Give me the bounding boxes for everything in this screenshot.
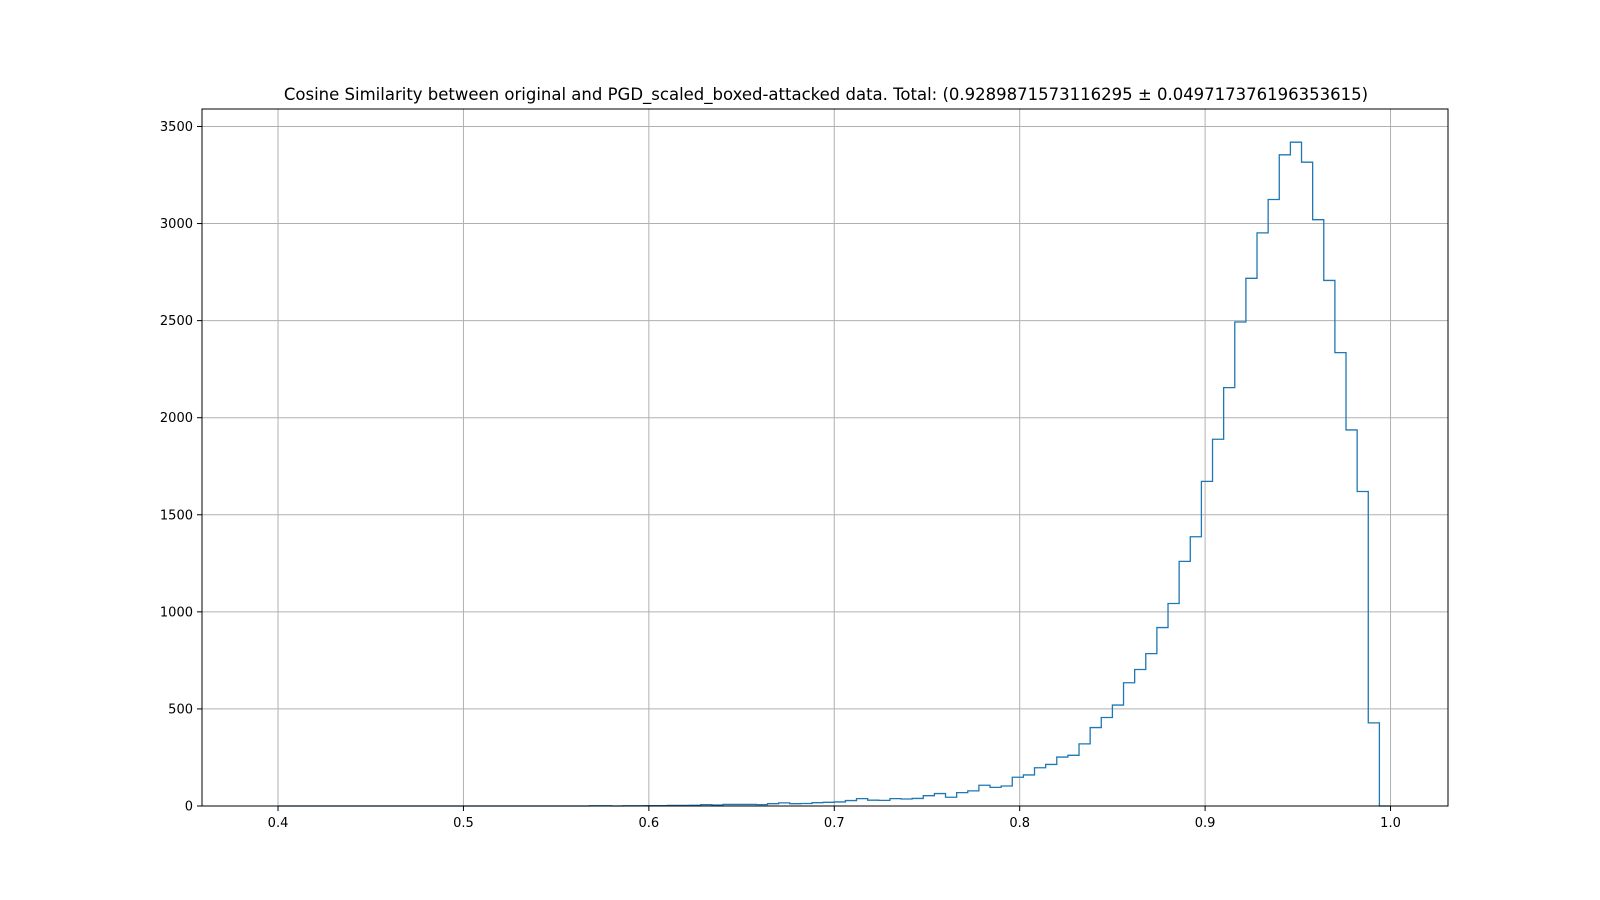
x-tick-label: 0.9	[1195, 816, 1216, 831]
x-tick-label: 0.7	[824, 816, 845, 831]
y-tick-label: 500	[168, 702, 193, 717]
x-tick-label: 0.4	[268, 816, 289, 831]
x-tick-label: 0.6	[639, 816, 660, 831]
y-tick-label: 2500	[160, 314, 193, 329]
y-tick-label: 2000	[160, 411, 193, 426]
x-tick-label: 0.5	[453, 816, 474, 831]
x-tick-label: 0.8	[1009, 816, 1030, 831]
y-tick-label: 3000	[160, 217, 193, 232]
y-tick-label: 1000	[160, 605, 193, 620]
y-tick-label: 3500	[160, 120, 193, 135]
y-tick-label: 1500	[160, 508, 193, 523]
grid-lines	[202, 109, 1448, 807]
x-tick-label: 1.0	[1380, 816, 1401, 831]
axes: 0.4 0.5 0.6 0.7 0.8 0.9 1.0 0 500 1000 1500 2000 250…	[160, 108, 1449, 831]
y-tick-label: 0	[185, 800, 193, 815]
chart-title: Cosine Similarity between original and P…	[284, 85, 1368, 105]
plot-frame	[201, 108, 1449, 807]
